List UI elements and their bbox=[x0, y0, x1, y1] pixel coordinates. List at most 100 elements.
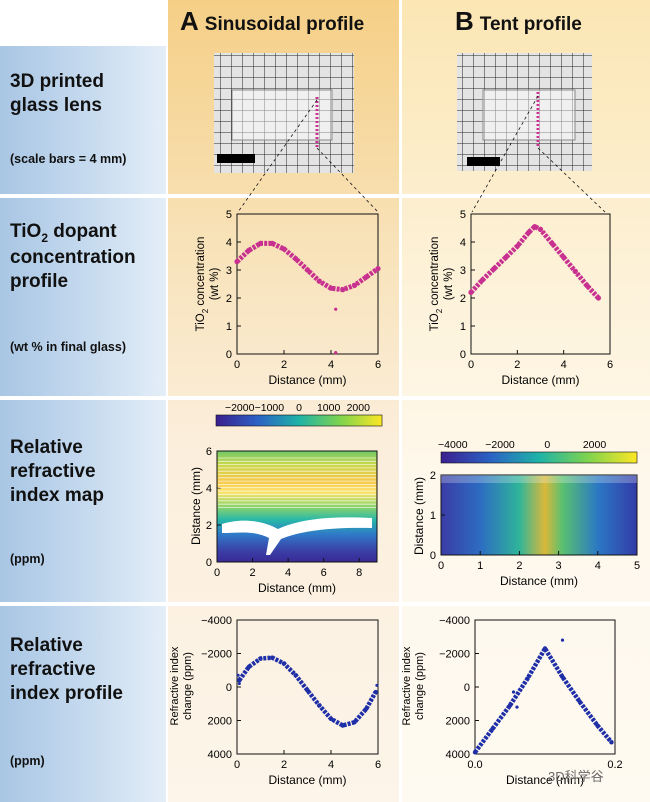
x-tick-label: 6 bbox=[375, 759, 381, 771]
plot-frame bbox=[440, 474, 638, 556]
row-dopant-title-line3: profile bbox=[10, 271, 69, 292]
data-series-line bbox=[469, 224, 601, 300]
row-map-note: (ppm) bbox=[10, 552, 45, 566]
colorbar-tick-label: 0 bbox=[544, 439, 550, 451]
data-point bbox=[340, 723, 345, 728]
x-axis-label: Distance (mm) bbox=[501, 373, 579, 387]
lens-photo-b bbox=[457, 53, 592, 171]
zoom-line bbox=[237, 99, 318, 213]
y-axis-label: TiO2 concentration bbox=[429, 237, 444, 332]
data-point bbox=[373, 689, 378, 695]
data-point bbox=[491, 266, 497, 272]
x-tick-label: 4 bbox=[561, 359, 567, 371]
y-tick-label: 2 bbox=[206, 520, 212, 532]
y-tick-label: 1 bbox=[460, 321, 466, 333]
column-a-title: Sinusoidal profile bbox=[204, 14, 365, 35]
x-tick-label: 2 bbox=[281, 359, 287, 371]
x-tick-label: 5 bbox=[634, 560, 640, 572]
y-tick-label: 0 bbox=[226, 682, 232, 694]
y-label-subscript: 2 bbox=[435, 308, 444, 313]
x-axis-label: Distance (mm) bbox=[500, 574, 578, 588]
y-tick-label: 1 bbox=[226, 321, 232, 333]
y-tick-label: −4000 bbox=[439, 615, 470, 627]
x-tick-label: 6 bbox=[607, 359, 613, 371]
x-tick-label: 2 bbox=[249, 567, 255, 579]
data-point bbox=[609, 740, 614, 745]
x-axis-label: Distance (mm) bbox=[268, 773, 346, 787]
outlier-point bbox=[237, 682, 241, 686]
grid-paper bbox=[457, 53, 592, 171]
data-point bbox=[375, 266, 381, 272]
outlier-point bbox=[511, 690, 516, 694]
data-point bbox=[572, 268, 578, 274]
data-point bbox=[270, 655, 275, 660]
data-point bbox=[340, 287, 346, 293]
map-edge-highlight bbox=[441, 475, 637, 483]
data-point bbox=[293, 673, 298, 678]
outlier-point bbox=[334, 307, 338, 311]
row-dopant-title-line1: TiO2 dopant bbox=[10, 220, 117, 250]
y-label-part: TiO bbox=[429, 313, 441, 331]
row-map-title-line1: Relative bbox=[10, 437, 83, 458]
data-point bbox=[537, 226, 544, 232]
data-point bbox=[352, 719, 357, 725]
row-dopant-title-line2: concentration bbox=[10, 247, 136, 268]
data-point bbox=[549, 240, 555, 246]
data-point bbox=[503, 254, 509, 260]
data-point bbox=[269, 240, 275, 246]
y-tick-label: 3 bbox=[226, 265, 232, 277]
x-tick-label: 4 bbox=[328, 359, 334, 371]
map-void-region bbox=[222, 517, 372, 555]
data-point bbox=[595, 295, 602, 301]
x-axis-label: Distance (mm) bbox=[268, 373, 346, 387]
data-point bbox=[351, 282, 358, 288]
glass-lens-outline bbox=[231, 89, 333, 141]
outlier-point bbox=[560, 638, 565, 642]
y-tick-label: −2000 bbox=[439, 649, 470, 661]
column-b-letter: B bbox=[455, 6, 474, 36]
plot-frame bbox=[474, 619, 616, 755]
data-point bbox=[532, 224, 538, 230]
scale-bar bbox=[467, 157, 500, 166]
y-tick-label: 0 bbox=[206, 557, 212, 569]
chart-sin-index-profile: 0 2 4 6 4000 2000 0 −2000 −4000 Distance (mm) Refr… bbox=[169, 615, 381, 787]
data-point bbox=[525, 676, 530, 681]
colorbar-tick-label: −1000 bbox=[255, 402, 285, 414]
x-tick-label: 6 bbox=[375, 359, 381, 371]
x-tick-label: 2 bbox=[281, 759, 287, 771]
x-tick-label: 4 bbox=[595, 560, 601, 572]
row-separator bbox=[0, 194, 650, 198]
data-point bbox=[490, 726, 495, 732]
data-point bbox=[304, 267, 311, 273]
y-tick-label: 2 bbox=[460, 293, 466, 305]
y-axis-label: TiO2 concentration bbox=[195, 237, 210, 332]
row-separator bbox=[0, 396, 650, 400]
chart-tent-index-map: −4000 −2000 0 2000 0 1 2 3 4 5 0 1 2 Distance (mm) Dis… bbox=[412, 439, 640, 588]
y-tick-label: 2000 bbox=[446, 716, 470, 728]
colorbar-tick-label: 2000 bbox=[347, 402, 371, 414]
y-tick-label: 2 bbox=[226, 293, 232, 305]
data-point bbox=[257, 240, 264, 246]
y-axis-label-unit: change (ppm) bbox=[414, 652, 426, 720]
colorbar bbox=[440, 451, 638, 464]
data-point bbox=[595, 723, 600, 728]
y-label-part: concentration bbox=[195, 237, 207, 309]
y-label-part: TiO bbox=[195, 313, 207, 331]
x-axis-label: Distance (mm) bbox=[258, 581, 336, 595]
row-dopant-title-pre: TiO bbox=[10, 221, 42, 242]
scale-bar bbox=[217, 154, 255, 163]
y-axis-label-unit: change (ppm) bbox=[182, 652, 194, 720]
y-tick-label: 5 bbox=[460, 209, 466, 221]
data-point bbox=[526, 229, 532, 235]
column-b-title: Tent profile bbox=[479, 14, 582, 35]
x-tick-label: 2 bbox=[514, 359, 520, 371]
outlier-point bbox=[515, 705, 519, 709]
data-point bbox=[468, 289, 474, 295]
row-map-title-line2: refractive bbox=[10, 461, 96, 482]
row-profile-title-line3: index profile bbox=[10, 683, 123, 704]
x-tick-label: 6 bbox=[321, 567, 327, 579]
y-tick-label: 4000 bbox=[208, 749, 232, 761]
